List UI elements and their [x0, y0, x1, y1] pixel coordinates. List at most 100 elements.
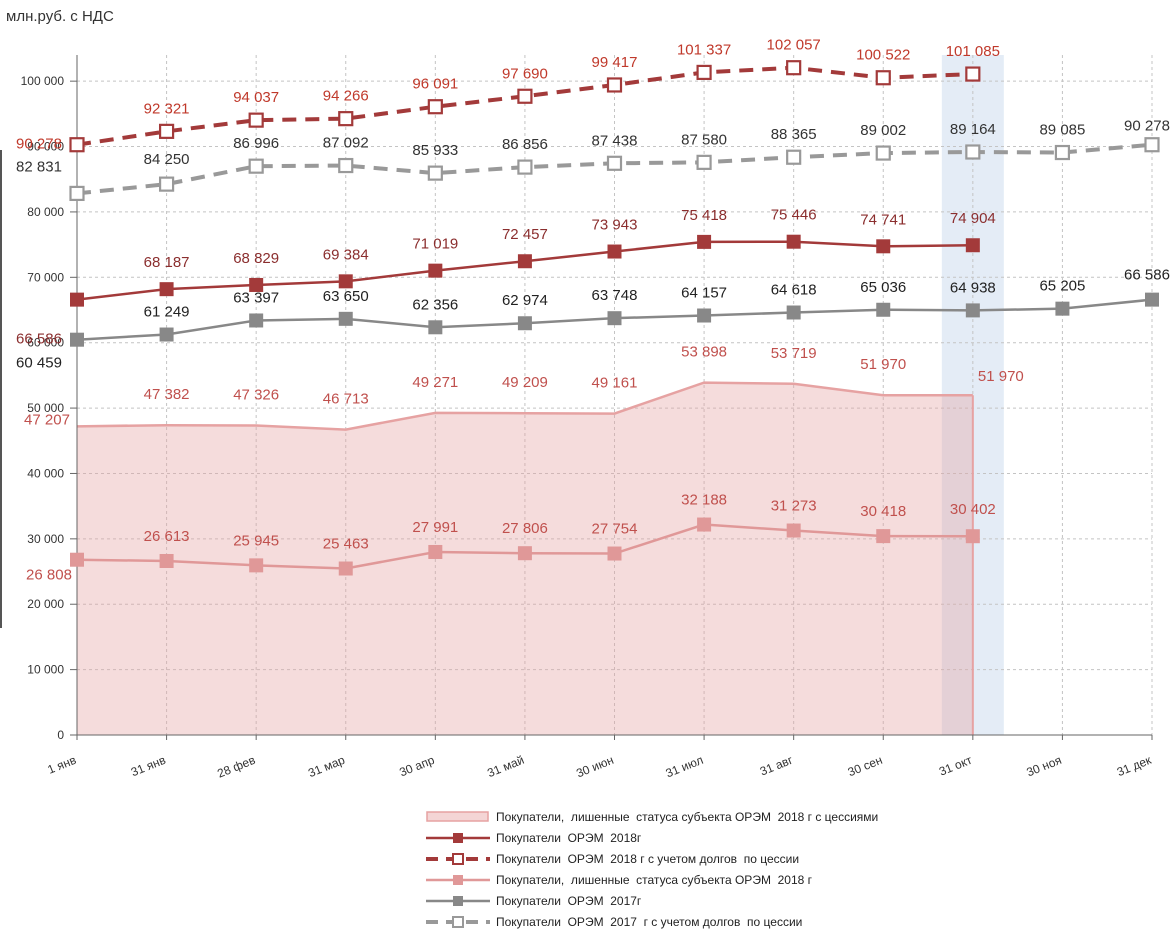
data-point — [876, 302, 891, 317]
data-label: 26 808 — [26, 567, 72, 584]
data-point — [607, 311, 622, 326]
data-point — [338, 111, 354, 127]
data-point — [965, 529, 980, 544]
data-label: 64 157 — [681, 285, 727, 302]
legend-swatch — [426, 874, 490, 885]
data-label: 88 365 — [771, 126, 817, 143]
legend-item: Покупатели ОРЭМ 2017г — [426, 890, 878, 911]
y-tick-label: 90 000 — [27, 140, 64, 154]
line-chart: 0 10 000 20 000 30 000 40 000 50 000 60 000 70 … — [16, 37, 1170, 781]
data-label: 63 397 — [233, 289, 279, 306]
data-label: 25 463 — [323, 536, 369, 553]
x-tick-label: 31 май — [485, 753, 526, 780]
data-point — [517, 254, 532, 269]
data-label: 68 829 — [233, 250, 279, 267]
data-point — [876, 239, 891, 254]
data-point — [159, 327, 174, 342]
x-tick-label: 31 дек — [1115, 753, 1154, 780]
y-tick-label: 10 000 — [27, 663, 64, 677]
data-label: 64 938 — [950, 279, 996, 296]
data-point — [1055, 301, 1070, 316]
data-point — [427, 99, 443, 115]
legend-swatch — [426, 895, 490, 906]
data-point — [1144, 137, 1160, 153]
data-label: 90 278 — [16, 136, 62, 153]
legend-item: Покупатели, лишенные статуса субъекта ОР… — [426, 806, 878, 827]
data-point — [965, 66, 981, 82]
x-tick-label: 31 мар — [306, 753, 347, 780]
data-label: 74 741 — [860, 211, 906, 228]
data-point — [428, 320, 443, 335]
x-tick-label: 31 авг — [758, 753, 795, 779]
data-point — [876, 529, 891, 544]
data-label: 92 321 — [144, 100, 190, 117]
y-tick-label: 40 000 — [27, 466, 64, 480]
data-label: 101 337 — [677, 41, 731, 58]
legend-marker — [453, 895, 463, 906]
data-point — [607, 546, 622, 561]
data-point — [249, 313, 264, 328]
data-point — [786, 523, 801, 538]
x-tick-label: 30 июн — [574, 753, 615, 781]
data-point — [517, 316, 532, 331]
y-tick-label: 50 000 — [27, 401, 64, 415]
data-point — [786, 234, 801, 249]
data-label: 71 019 — [412, 236, 458, 253]
data-label: 85 933 — [412, 142, 458, 159]
data-label: 74 904 — [950, 210, 996, 227]
data-label: 73 943 — [592, 217, 638, 234]
data-point — [249, 277, 264, 292]
x-tick-label: 30 сен — [846, 753, 885, 779]
data-label: 69 384 — [323, 246, 369, 263]
y-tick-label: 100 000 — [21, 74, 65, 88]
data-point — [786, 149, 802, 165]
data-label: 27 991 — [412, 519, 458, 536]
y-tick-label: 60 000 — [27, 336, 64, 350]
data-label: 60 459 — [16, 355, 62, 372]
data-label: 53 719 — [771, 345, 817, 362]
x-tick-label: 30 апр — [397, 753, 436, 780]
data-point — [606, 77, 623, 93]
data-point — [517, 159, 533, 175]
legend-marker — [452, 852, 464, 865]
data-label: 65 205 — [1039, 278, 1085, 295]
data-label: 82 831 — [16, 158, 62, 175]
legend-item: Покупатели ОРЭМ 2017 г с учетом долгов п… — [426, 911, 878, 932]
data-label: 99 417 — [592, 54, 638, 71]
data-label: 66 586 — [1124, 267, 1170, 284]
data-label: 87 580 — [681, 131, 727, 148]
data-point — [70, 552, 84, 567]
x-tick-label: 31 окт — [937, 753, 974, 779]
data-label: 51 970 — [978, 368, 1024, 385]
data-label: 25 945 — [233, 532, 279, 549]
data-label: 63 748 — [592, 287, 638, 304]
data-point — [159, 282, 174, 297]
data-point — [965, 238, 980, 253]
data-point — [428, 263, 443, 278]
data-point — [70, 292, 84, 307]
y-tick-label: 0 — [57, 728, 64, 742]
legend-marker — [453, 874, 463, 885]
data-point — [786, 60, 802, 76]
legend-label: Покупатели, лишенные статуса субъекта ОР… — [496, 872, 813, 887]
data-label: 53 898 — [681, 344, 727, 361]
data-label: 46 713 — [323, 391, 369, 408]
left-divider — [0, 150, 2, 628]
legend: Покупатели, лишенные статуса субъекта ОР… — [426, 806, 878, 932]
legend-item: Покупатели ОРЭМ 2018 г с учетом долгов п… — [426, 848, 878, 869]
data-label: 100 522 — [856, 47, 910, 64]
data-point — [248, 158, 264, 174]
data-label: 64 618 — [771, 281, 817, 298]
data-point — [1054, 144, 1071, 161]
x-tick-label: 28 фев — [215, 753, 257, 781]
y-tick-label: 70 000 — [27, 270, 64, 284]
data-label: 27 806 — [502, 520, 548, 537]
data-point — [1145, 292, 1159, 307]
y-tick-label: 30 000 — [27, 532, 64, 546]
unit-label: млн.руб. с НДС — [6, 8, 114, 25]
data-label: 30 418 — [860, 503, 906, 520]
data-point — [965, 303, 980, 318]
data-label: 26 613 — [144, 528, 190, 545]
data-point — [248, 112, 264, 128]
data-label: 87 438 — [592, 132, 638, 149]
